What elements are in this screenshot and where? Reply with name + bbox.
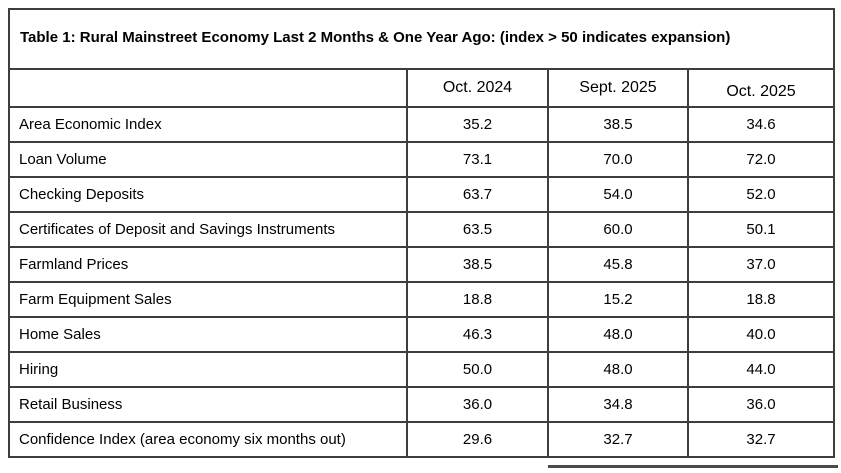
cropped-next-table-top-edge <box>548 465 838 468</box>
cell-value: 36.0 <box>686 386 836 423</box>
row-label: Loan Volume <box>8 141 408 178</box>
table-title-cell: Table 1: Rural Mainstreet Economy Last 2… <box>7 8 836 70</box>
cell-value: 40.0 <box>686 316 836 353</box>
table-row-farmland-prices: Farmland Prices 38.5 45.8 37.0 <box>8 246 836 283</box>
cell-value: 32.7 <box>547 421 689 458</box>
cell-value: 34.6 <box>686 106 836 143</box>
cell-value: 37.0 <box>686 246 836 283</box>
cell-value: 72.0 <box>686 141 836 178</box>
cell-value: 50.1 <box>686 211 836 248</box>
cell-value: 63.7 <box>406 176 549 213</box>
row-label: Certificates of Deposit and Savings Inst… <box>8 211 408 248</box>
cell-value: 32.7 <box>686 421 836 458</box>
row-label: Retail Business <box>8 386 408 423</box>
cell-value: 48.0 <box>547 316 689 353</box>
cell-value: 50.0 <box>406 351 549 388</box>
table-row-checking-deposits: Checking Deposits 63.7 54.0 52.0 <box>8 176 836 213</box>
table-row-confidence-index: Confidence Index (area economy six month… <box>8 421 836 458</box>
cell-value: 52.0 <box>686 176 836 213</box>
rural-mainstreet-economy-table: Table 1: Rural Mainstreet Economy Last 2… <box>7 8 836 458</box>
column-header-oct-2025: Oct. 2025 <box>686 68 836 108</box>
cell-value: 18.8 <box>406 281 549 318</box>
cell-value: 35.2 <box>406 106 549 143</box>
title-row: Table 1: Rural Mainstreet Economy Last 2… <box>7 8 836 70</box>
column-header-oct-2024: Oct. 2024 <box>406 68 549 108</box>
cell-value: 48.0 <box>547 351 689 388</box>
table-row-retail-business: Retail Business 36.0 34.8 36.0 <box>8 386 836 423</box>
row-label: Farmland Prices <box>8 246 408 283</box>
row-label: Hiring <box>8 351 408 388</box>
cell-value: 15.2 <box>547 281 689 318</box>
cell-value: 54.0 <box>547 176 689 213</box>
cell-value: 60.0 <box>547 211 689 248</box>
cell-value: 63.5 <box>406 211 549 248</box>
table-row-hiring: Hiring 50.0 48.0 44.0 <box>8 351 836 388</box>
table-row-home-sales: Home Sales 46.3 48.0 40.0 <box>8 316 836 353</box>
cell-value: 29.6 <box>406 421 549 458</box>
cell-value: 38.5 <box>406 246 549 283</box>
cell-value: 36.0 <box>406 386 549 423</box>
header-row: Oct. 2024 Sept. 2025 Oct. 2025 <box>8 68 836 108</box>
table-row-farm-equipment-sales: Farm Equipment Sales 18.8 15.2 18.8 <box>8 281 836 318</box>
cell-value: 70.0 <box>547 141 689 178</box>
cell-value: 18.8 <box>686 281 836 318</box>
row-label: Home Sales <box>8 316 408 353</box>
column-header-sept-2025: Sept. 2025 <box>547 68 689 108</box>
table-row-loan-volume: Loan Volume 73.1 70.0 72.0 <box>8 141 836 178</box>
table-row-area-economic-index: Area Economic Index 35.2 38.5 34.6 <box>8 106 836 143</box>
row-label: Confidence Index (area economy six month… <box>8 421 408 458</box>
column-header-blank <box>8 68 408 108</box>
table-row-certificates-of-deposit: Certificates of Deposit and Savings Inst… <box>8 211 836 248</box>
cell-value: 46.3 <box>406 316 549 353</box>
cell-value: 45.8 <box>547 246 689 283</box>
cell-value: 38.5 <box>547 106 689 143</box>
row-label: Farm Equipment Sales <box>8 281 408 318</box>
table-title: Table 1: Rural Mainstreet Economy Last 2… <box>20 29 731 47</box>
cell-value: 73.1 <box>406 141 549 178</box>
row-label: Area Economic Index <box>8 106 408 143</box>
cell-value: 34.8 <box>547 386 689 423</box>
cell-value: 44.0 <box>686 351 836 388</box>
row-label: Checking Deposits <box>8 176 408 213</box>
